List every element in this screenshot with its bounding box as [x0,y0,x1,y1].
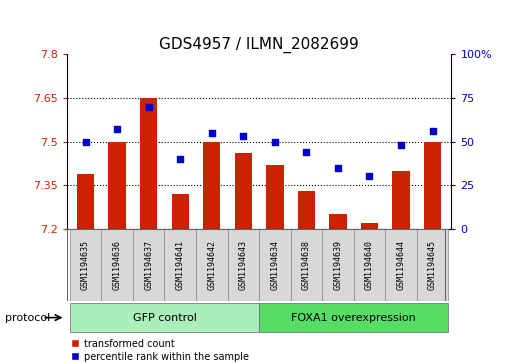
Text: GSM1194637: GSM1194637 [144,240,153,290]
Point [334,165,342,171]
Text: GSM1194641: GSM1194641 [176,240,185,290]
Bar [298,191,315,229]
Bar [322,229,353,301]
Bar [424,142,441,229]
Text: GSM1194645: GSM1194645 [428,240,437,290]
Text: GSM1194638: GSM1194638 [302,240,311,290]
Text: FOXA1 overexpression: FOXA1 overexpression [291,313,416,323]
Text: protocol: protocol [5,313,50,323]
Text: GSM1194635: GSM1194635 [81,240,90,290]
Bar [392,171,410,229]
Point [176,156,184,162]
Text: GSM1194634: GSM1194634 [270,240,280,290]
Bar [165,229,196,301]
Point [113,126,121,132]
Point [82,139,90,144]
Bar [259,303,448,333]
Bar [77,174,94,229]
Bar [228,229,259,301]
Text: GSM1194643: GSM1194643 [239,240,248,290]
Title: GDS4957 / ILMN_2082699: GDS4957 / ILMN_2082699 [159,37,359,53]
Text: GSM1194636: GSM1194636 [113,240,122,290]
Text: GFP control: GFP control [132,313,196,323]
Point [365,174,373,179]
Bar [385,229,417,301]
Bar [108,142,126,229]
Bar [140,98,157,229]
Bar [234,153,252,229]
Point [302,149,310,155]
Point [145,104,153,110]
Point [428,128,437,134]
Text: GSM1194642: GSM1194642 [207,240,216,290]
Bar [196,229,228,301]
Bar [259,229,290,301]
Bar [353,229,385,301]
Bar [361,223,378,229]
Legend: transformed count, percentile rank within the sample: transformed count, percentile rank withi… [71,339,249,362]
Text: GSM1194644: GSM1194644 [397,240,405,290]
Bar [203,142,221,229]
Bar [70,303,259,333]
Bar [417,229,448,301]
Text: GSM1194640: GSM1194640 [365,240,374,290]
Point [397,142,405,148]
Point [239,134,247,139]
Bar [102,229,133,301]
Bar [133,229,165,301]
Bar [290,229,322,301]
Bar [171,194,189,229]
Bar [266,165,284,229]
Text: GSM1194639: GSM1194639 [333,240,342,290]
Bar [70,229,102,301]
Point [208,130,216,136]
Point [271,139,279,144]
Bar [329,214,347,229]
